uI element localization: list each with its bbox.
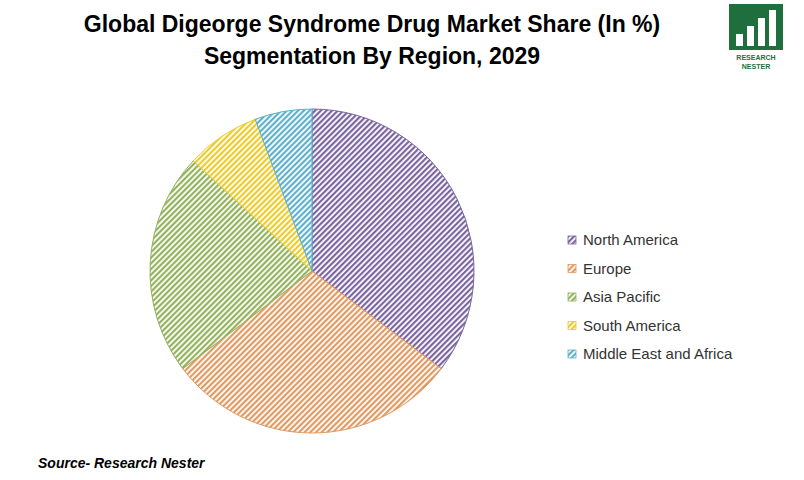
legend: North America Europe Asia Pacific South Ame…	[568, 231, 733, 362]
chart: Global Digeorge Syndrome Drug Market Sha…	[0, 0, 804, 480]
legend-swatch	[568, 322, 576, 330]
logo: RESEARCHNESTER	[729, 4, 783, 70]
legend-label: Middle East and Africa	[583, 345, 733, 362]
pie	[150, 109, 474, 433]
source-note: Source- Research Nester	[38, 455, 206, 471]
slice	[255, 109, 312, 271]
legend-label: Asia Pacific	[583, 288, 661, 305]
logo-bar	[747, 26, 754, 46]
legend-swatch	[568, 293, 576, 301]
legend-label: North America	[583, 231, 679, 248]
logo-text: RESEARCHNESTER	[736, 54, 775, 70]
legend-swatch	[568, 265, 576, 273]
logo-bar	[758, 18, 765, 46]
logo-box	[729, 4, 783, 50]
legend-label: Europe	[583, 260, 631, 277]
logo-bar	[769, 10, 776, 46]
subtitle: Segmentation By Region, 2029	[204, 43, 540, 69]
legend-swatch	[568, 350, 576, 358]
logo-bar	[736, 34, 743, 46]
legend-swatch	[568, 236, 576, 244]
legend-label: South America	[583, 317, 681, 334]
title: Global Digeorge Syndrome Drug Market Sha…	[84, 11, 660, 37]
